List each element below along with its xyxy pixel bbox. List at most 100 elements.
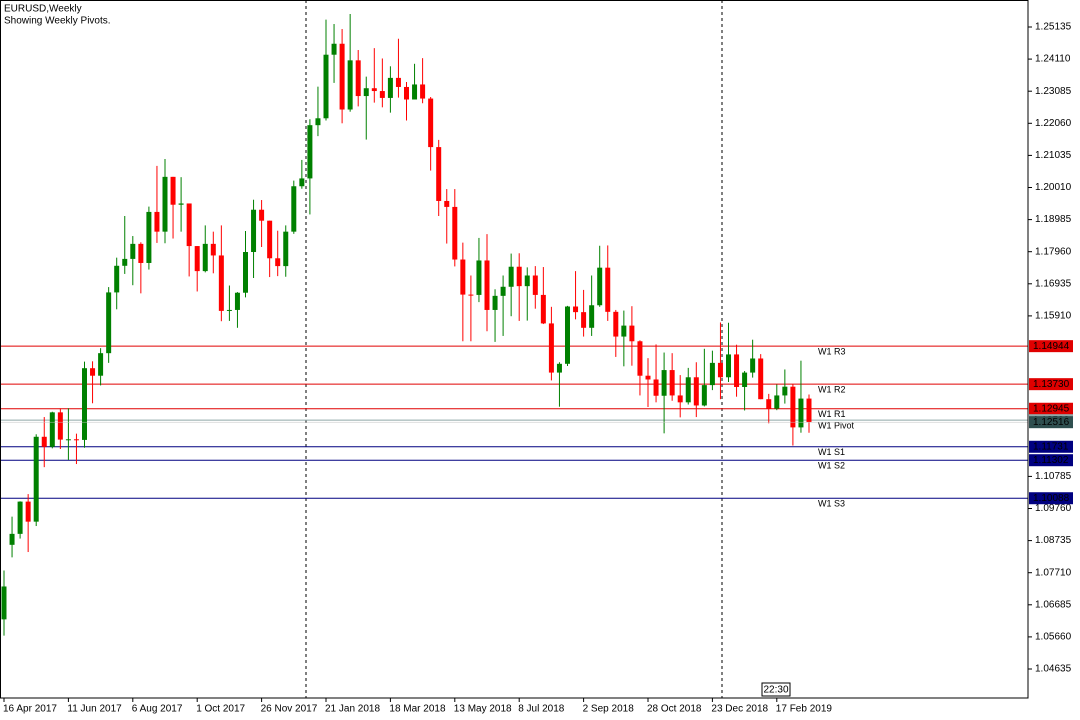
candle-body xyxy=(734,354,740,387)
time-label: 22:30 xyxy=(763,685,788,696)
candle-body xyxy=(524,275,530,287)
x-tick-label: 11 Jun 2017 xyxy=(67,704,122,715)
candle-body xyxy=(428,98,434,148)
candle-body xyxy=(323,54,329,119)
y-tick-label: 1.18985 xyxy=(1035,214,1072,225)
candle-body xyxy=(476,260,482,295)
x-tick-label: 23 Dec 2018 xyxy=(711,704,768,715)
x-tick-label: 16 Apr 2017 xyxy=(3,704,57,715)
candle-body xyxy=(516,266,522,287)
candle-body xyxy=(750,358,756,373)
candle-body xyxy=(774,395,780,409)
pivot-price-box xyxy=(1029,378,1073,391)
candle-body xyxy=(766,399,772,409)
candle-body xyxy=(693,377,699,406)
y-tick-label: 1.16935 xyxy=(1035,278,1072,289)
candle-body xyxy=(420,84,426,99)
candle-body xyxy=(790,386,796,428)
pivot-price-label: 1.12945 xyxy=(1033,403,1070,414)
x-tick-label: 21 Jan 2018 xyxy=(325,704,380,715)
x-tick-label: 8 Jul 2018 xyxy=(518,704,565,715)
pivot-name: W1 S3 xyxy=(818,499,845,509)
y-tick-label: 1.06685 xyxy=(1035,599,1072,610)
candle-body xyxy=(677,395,683,403)
candle-body xyxy=(98,353,104,376)
pivot-price-label: 1.13730 xyxy=(1033,379,1070,390)
pivot-name: W1 R3 xyxy=(818,347,846,357)
bid-price-box xyxy=(1029,416,1073,429)
y-tick-label: 1.05660 xyxy=(1035,632,1072,643)
y-tick-label: 1.08735 xyxy=(1035,535,1072,546)
candle-body xyxy=(210,243,216,256)
candle-body xyxy=(565,306,570,364)
candle-body xyxy=(621,325,627,337)
candle-body xyxy=(484,260,490,310)
candle-body xyxy=(25,501,31,522)
y-tick-label: 1.10785 xyxy=(1035,471,1072,482)
candle-body xyxy=(9,533,15,545)
x-tick-label: 1 Oct 2017 xyxy=(196,704,245,715)
bid-price-label: 1.12516 xyxy=(1033,417,1070,428)
x-tick-label: 2 Sep 2018 xyxy=(583,704,635,715)
x-tick-label: 28 Oct 2018 xyxy=(647,704,702,715)
candle-body xyxy=(685,377,691,403)
y-tick-label: 1.23085 xyxy=(1035,86,1072,97)
candle-body xyxy=(379,91,385,98)
pivot-name: W1 R1 xyxy=(818,409,846,419)
candle-body xyxy=(194,246,200,272)
candle-body xyxy=(122,258,128,266)
y-tick-label: 1.22060 xyxy=(1035,118,1072,129)
candle-body xyxy=(90,368,96,376)
candle-body xyxy=(33,436,39,522)
candle-body xyxy=(581,312,587,328)
candle-body xyxy=(371,88,377,92)
pivot-price-label: 1.10088 xyxy=(1033,493,1070,504)
y-tick-label: 1.17960 xyxy=(1035,246,1072,257)
time-box xyxy=(761,682,791,697)
pivot-name: W1 Pivot xyxy=(818,421,855,431)
plot-area: W1 R3 W1 R2 W1 R1 W1 Pivot W1 S1 W1 S2 W1 S3 xyxy=(0,13,1028,636)
candle-body xyxy=(41,436,47,447)
candle-body xyxy=(243,252,248,293)
x-tick-label: 18 Mar 2018 xyxy=(389,704,446,715)
candle-body xyxy=(782,386,788,396)
candle-body xyxy=(283,231,289,267)
candle-body xyxy=(154,211,160,232)
candle-body xyxy=(339,43,345,110)
x-tick-label: 26 Nov 2017 xyxy=(261,704,318,715)
candle-body xyxy=(669,370,675,396)
candle-body xyxy=(162,176,168,232)
candle-body xyxy=(492,295,498,310)
pivot-name: W1 R2 xyxy=(818,385,846,395)
candle-body xyxy=(436,147,442,201)
candle-body xyxy=(709,362,715,386)
candle-body xyxy=(613,311,619,337)
candle-body xyxy=(742,372,748,387)
x-tick-label: 13 May 2018 xyxy=(454,704,512,715)
pivot-price-label: 1.14944 xyxy=(1033,341,1070,352)
candle-body xyxy=(460,259,466,295)
candle-body xyxy=(57,412,63,440)
candle-body xyxy=(234,292,240,310)
candle-body xyxy=(629,325,635,342)
pivot-name: W1 S2 xyxy=(818,461,845,471)
candle-body xyxy=(508,266,514,287)
candle-body xyxy=(500,286,506,296)
x-tick-label: 6 Aug 2017 xyxy=(132,704,183,715)
candle-body xyxy=(468,294,474,296)
candle-body xyxy=(146,211,152,263)
candle-body xyxy=(701,385,707,406)
pivot-price-box xyxy=(1029,492,1073,505)
candle-body xyxy=(178,203,184,205)
y-tick-label: 1.07710 xyxy=(1035,567,1072,578)
candle-body xyxy=(299,178,305,187)
pivot-price-box xyxy=(1029,402,1073,415)
candle-body xyxy=(114,265,120,293)
candle-body xyxy=(347,60,353,110)
candle-body xyxy=(573,306,579,313)
candle-body xyxy=(645,375,651,380)
candle-body xyxy=(106,292,112,354)
